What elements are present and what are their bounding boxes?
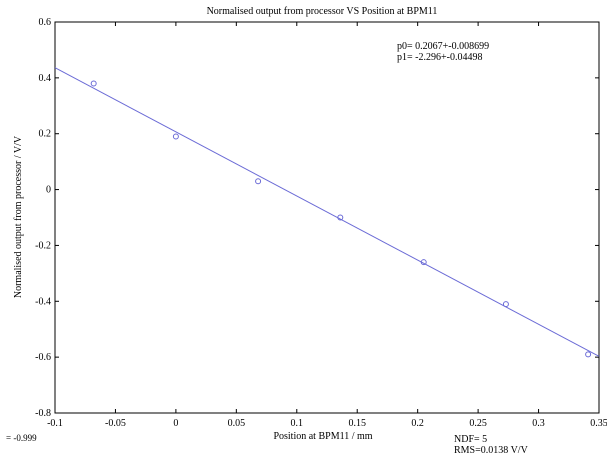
x-tick-label: 0.1 — [291, 418, 304, 429]
x-tick-label: -0.1 — [47, 418, 63, 429]
x-axis-label: Position at BPM11 / mm — [273, 431, 372, 442]
data-point — [502, 301, 509, 308]
plot-area-frame — [54, 21, 600, 414]
x-tick-label: 0.05 — [228, 418, 246, 429]
y-tick-label: 0.6 — [39, 17, 52, 28]
x-tick-label: 0.25 — [469, 418, 487, 429]
y-axis-label: Normalised output from processor / V/V — [13, 135, 24, 298]
x-axis-ticks: -0.1 -0.05 0 0.05 0.1 0.15 0.2 0.25 0.3 0.35 — [47, 22, 607, 429]
data-point — [337, 214, 344, 221]
x-tick-label: 0.35 — [590, 418, 607, 429]
y-tick-label: -0.2 — [35, 240, 51, 251]
y-tick-label: -0.6 — [35, 352, 51, 363]
data-point — [90, 80, 97, 87]
data-point — [585, 351, 592, 358]
chart-title: Normalised output from processor VS Posi… — [207, 6, 438, 17]
annotation-correlation: = -0.999 — [6, 433, 37, 443]
annotation-rms: RMS=0.0138 V/V — [454, 445, 529, 456]
data-points — [90, 80, 592, 358]
y-tick-label: 0 — [46, 185, 51, 196]
data-point — [420, 259, 427, 266]
annotation-p1: p1= -2.296+-0.04498 — [397, 52, 482, 63]
x-tick-label: 0.15 — [348, 418, 366, 429]
x-tick-label: 0.2 — [411, 418, 424, 429]
y-axis-ticks: -0.8 -0.6 -0.4 -0.2 0 0.2 0.4 0.6 — [35, 17, 599, 419]
x-tick-label: -0.05 — [105, 418, 126, 429]
x-tick-label: 0.3 — [532, 418, 545, 429]
y-tick-label: -0.4 — [35, 296, 51, 307]
y-tick-label: 0.4 — [39, 73, 52, 84]
data-point — [172, 133, 179, 140]
y-tick-label: 0.2 — [39, 129, 52, 140]
annotation-p0: p0= 0.2067+-0.008699 — [397, 41, 489, 52]
y-tick-label: -0.8 — [35, 408, 51, 419]
fit-line — [54, 67, 600, 357]
x-tick-label: 0 — [173, 418, 178, 429]
annotation-ndf: NDF= 5 — [454, 434, 487, 445]
data-point — [255, 178, 262, 185]
